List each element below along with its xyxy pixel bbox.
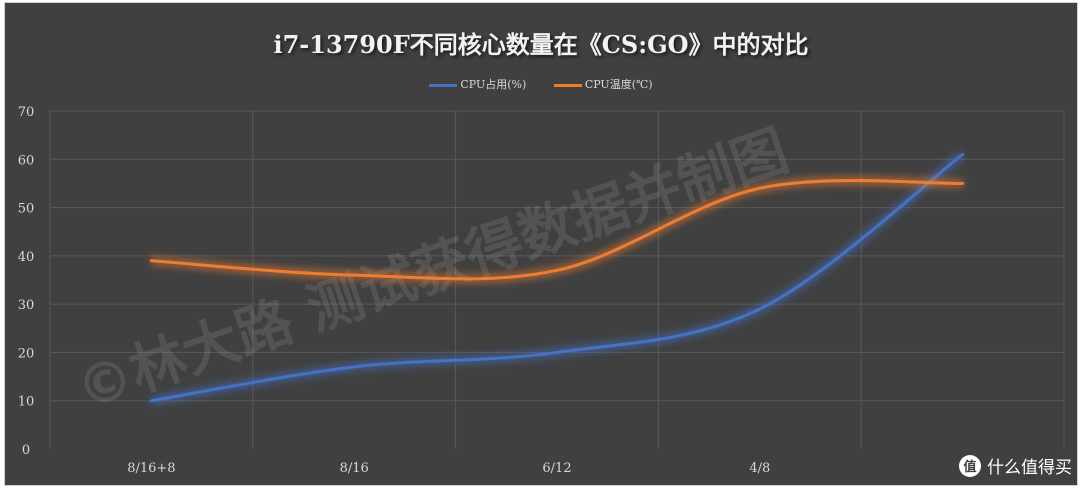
x-tick-label: 6/12: [542, 461, 571, 476]
legend-swatch-orange: [553, 83, 582, 87]
y-tick-label: 70: [18, 105, 35, 120]
legend-item-cpu-temp: CPU温度(℃): [553, 76, 653, 92]
y-tick-label: 0: [22, 443, 30, 458]
x-tick-label: 8/16+8: [127, 461, 175, 476]
x-tick-label: 4/8: [749, 461, 770, 476]
logo-icon: 值: [959, 454, 981, 477]
y-tick-label: 20: [18, 346, 35, 361]
y-tick-label: 40: [18, 250, 35, 265]
series-glow-0: [150, 151, 966, 405]
legend: CPU占用(%) CPU温度(℃): [5, 76, 1077, 92]
watermark: ©林大路 测试获得数据并制图: [68, 118, 796, 423]
y-tick-label: 30: [18, 298, 35, 313]
x-tick-label: 8/16: [340, 461, 369, 476]
logo-text: 什么值得买: [987, 458, 1072, 478]
y-tick-label: 50: [18, 202, 35, 217]
logo: 值什么值得买: [959, 453, 1072, 478]
chart-frame: i7-13790F不同核心数量在《CS:GO》中的对比 CPU占用(%) CPU…: [4, 2, 1078, 486]
series-line-0: [149, 152, 965, 403]
legend-label: CPU占用(%): [460, 78, 527, 91]
legend-item-cpu-usage: CPU占用(%): [429, 76, 526, 92]
chart-title: i7-13790F不同核心数量在《CS:GO》中的对比: [273, 30, 809, 59]
legend-swatch-blue: [429, 83, 458, 87]
legend-label: CPU温度(℃): [584, 78, 653, 91]
y-tick-label: 60: [18, 153, 35, 168]
y-tick-label: 10: [18, 395, 35, 410]
